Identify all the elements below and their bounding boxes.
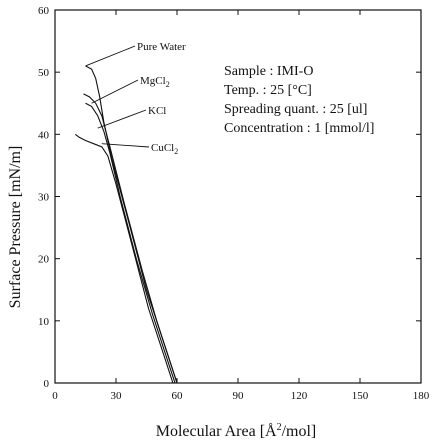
series-leader [85,45,136,67]
x-tick-label: 120 [291,390,308,402]
y-axis-title: Surface Pressure [mN/m] [7,146,24,309]
y-tick-label: 20 [38,254,50,266]
series-line [74,133,174,384]
series-label: CuCl2 [151,142,178,156]
series-line [85,102,176,384]
series-label: MgCl2 [140,75,170,89]
series-label: KCl [148,105,166,117]
x-tick-label: 30 [111,390,123,402]
y-tick-label: 0 [44,378,50,390]
annotation-block: Sample : IMI-O Temp. : 25 [°C] Spreading q… [224,64,374,136]
annotation-line: Sample : IMI-O [224,64,313,79]
annotation-line: Concentration : 1 [mmol/l] [224,121,374,136]
y-tick-label: 50 [38,67,50,79]
x-axis-title: Molecular Area [Å2/mol] [156,422,317,440]
x-tick-label: 0 [52,390,58,402]
series-leader [97,109,147,129]
series-leader [91,79,139,104]
x-tick-label: 90 [233,390,245,402]
x-tick-label: 150 [352,390,369,402]
x-tick-label: 180 [413,390,430,402]
y-tick-label: 30 [38,192,50,204]
x-tick-label: 60 [172,390,184,402]
y-tick-label: 10 [38,316,50,328]
y-tick-label: 40 [38,129,50,141]
y-tick-label: 60 [38,5,50,17]
annotation-line: Spreading quant. : 25 [ul] [224,102,367,117]
series-leader [101,143,150,148]
annotation-line: Temp. : 25 [°C] [224,83,312,98]
series-line [83,93,178,384]
series-label: Pure Water [137,41,186,53]
